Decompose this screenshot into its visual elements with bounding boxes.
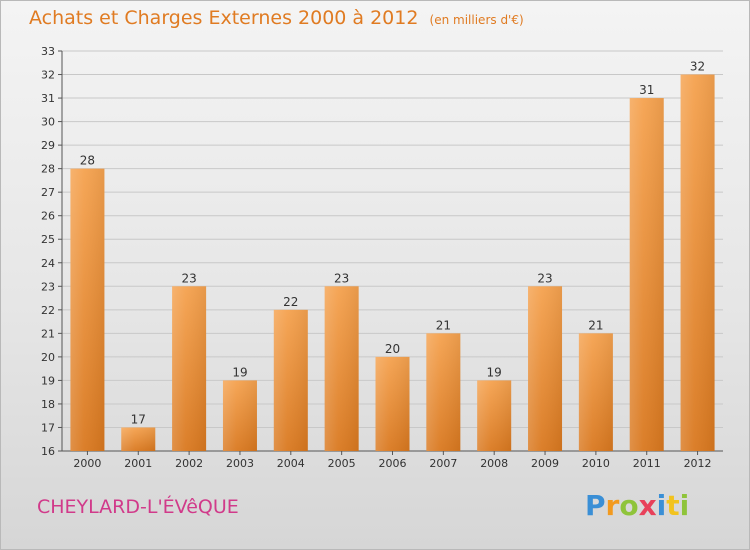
y-tick-label: 22 [41,304,55,317]
place-name: CHEYLARD-L'ÉVêQUE [37,496,239,518]
y-tick-label: 29 [41,139,55,152]
bar-shine [70,168,105,451]
y-tick-label: 25 [41,233,55,246]
chart-title: Achats et Charges Externes 2000 à 2012 [29,7,419,29]
bar-shine [680,74,715,451]
y-tick-label: 19 [41,374,55,387]
x-tick-label: 2007 [429,457,457,470]
bar-shine [578,333,613,451]
data-label: 20 [385,342,400,356]
data-label: 23 [181,271,196,285]
y-tick-label: 28 [41,163,55,176]
x-tick-label: 2010 [582,457,610,470]
chart-unit: (en milliers d'€) [429,13,524,27]
proxiti-letter: r [605,489,620,522]
chart-title-block: Achats et Charges Externes 2000 à 2012 (… [29,7,524,29]
data-label: 21 [436,318,451,332]
data-label: 32 [690,60,705,74]
y-tick-label: 33 [41,45,55,58]
proxiti-letter: P [585,489,606,522]
data-label: 17 [131,412,146,426]
y-tick-label: 26 [41,210,55,223]
y-tick-label: 32 [41,69,55,82]
data-label: 19 [487,365,502,379]
data-label: 23 [537,271,552,285]
data-label: 19 [232,365,247,379]
x-tick-label: 2011 [633,457,661,470]
y-tick-label: 21 [41,327,55,340]
data-label: 22 [283,295,298,309]
y-tick-label: 20 [41,351,55,364]
bar-shine [629,98,664,451]
x-tick-label: 2001 [124,457,152,470]
proxiti-letter: i [679,489,690,522]
x-tick-label: 2008 [480,457,508,470]
bars [70,74,715,451]
x-tick-label: 2012 [684,457,712,470]
y-tick-label: 16 [41,445,55,458]
x-tick-label: 2000 [73,457,101,470]
proxiti-logo: Proxiti [585,489,689,522]
y-tick-label: 24 [41,257,55,270]
bar-shine [273,309,308,451]
bar-shine [375,356,410,451]
bar-shine [528,286,563,451]
y-tick-label: 17 [41,421,55,434]
proxiti-letter: i [656,489,667,522]
data-label: 31 [639,83,654,97]
bar-shine [477,380,512,451]
x-tick-label: 2002 [175,457,203,470]
bar-shine [172,286,207,451]
labels: 2000 28 2001 17 2002 23 2003 19 2004 22 2005 23 2006… [73,60,711,470]
proxiti-letter: t [666,489,680,522]
x-tick-label: 2009 [531,457,559,470]
x-tick-label: 2003 [226,457,254,470]
y-tick-label: 27 [41,186,55,199]
proxiti-letter: o [619,489,639,522]
x-tick-label: 2004 [277,457,305,470]
proxiti-letter: x [638,489,657,522]
data-label: 23 [334,271,349,285]
y-tick-label: 23 [41,280,55,293]
y-tick-label: 18 [41,398,55,411]
y-tick-label: 30 [41,116,55,129]
bar-shine [426,333,461,451]
bar-shine [121,427,156,451]
bar-shine [222,380,257,451]
bar-shine [324,286,359,451]
y-tick-label: 31 [41,92,55,105]
data-label: 21 [588,318,603,332]
x-tick-label: 2006 [379,457,407,470]
data-label: 28 [80,154,95,168]
x-tick-label: 2005 [328,457,356,470]
